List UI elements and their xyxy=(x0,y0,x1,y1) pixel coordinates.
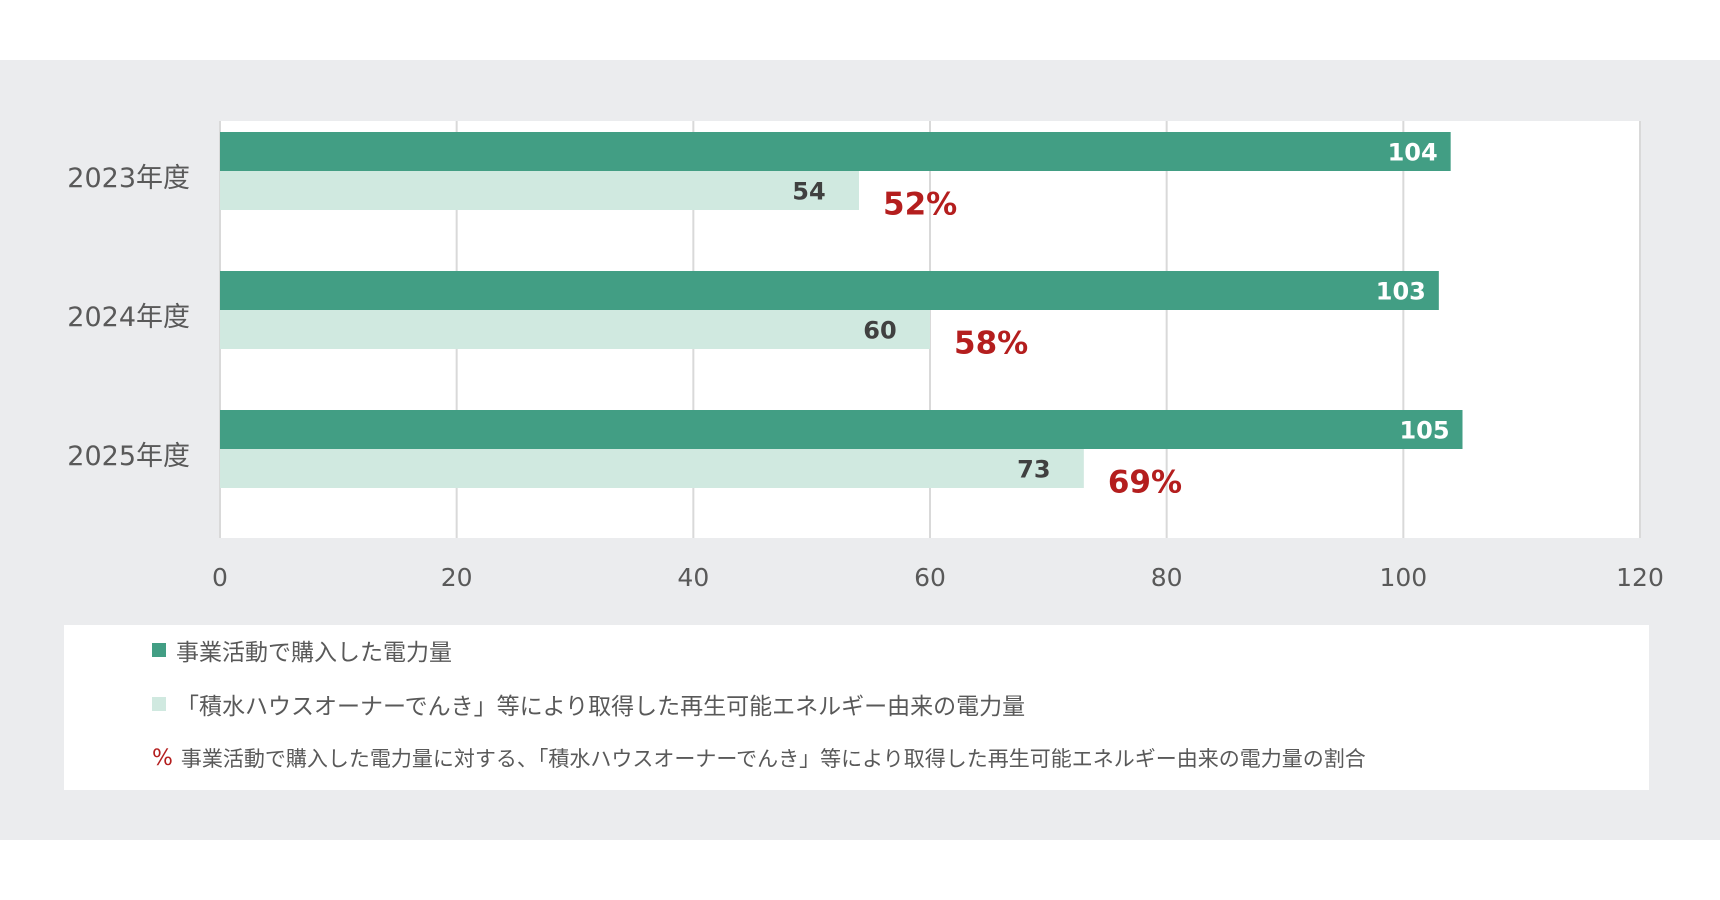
data-label-purchased-2: 105 xyxy=(1399,417,1449,445)
x-tick-label-60: 60 xyxy=(914,563,946,592)
x-tick-label-20: 20 xyxy=(441,563,473,592)
data-label-purchased-0: 104 xyxy=(1388,139,1438,167)
legend-label-renewable: 「積水ハウスオーナーでんき」等により取得した再生可能エネルギー由来の電力量 xyxy=(176,694,1026,720)
bar-renewable-1 xyxy=(220,310,930,349)
bar-renewable-0 xyxy=(220,171,859,210)
legend-swatch-purchased xyxy=(152,643,166,657)
data-label-purchased-1: 103 xyxy=(1376,278,1426,306)
legend-ratio-mark: % xyxy=(152,745,173,771)
category-label-2: 2025年度 xyxy=(67,441,190,472)
data-label-renewable-1: 60 xyxy=(863,317,896,345)
ratio-label-0: 52% xyxy=(883,187,957,223)
legend-item-renewable: 「積水ハウスオーナーでんき」等により取得した再生可能エネルギー由来の電力量 xyxy=(152,689,1026,720)
x-tick-label-120: 120 xyxy=(1616,563,1664,592)
bar-purchased-1 xyxy=(220,271,1439,310)
ratio-label-1: 58% xyxy=(954,326,1028,362)
category-label-1: 2024年度 xyxy=(67,302,190,333)
category-label-0: 2023年度 xyxy=(67,163,190,194)
bar-renewable-2 xyxy=(220,449,1084,488)
data-label-renewable-0: 54 xyxy=(792,178,825,206)
x-tick-label-100: 100 xyxy=(1379,563,1427,592)
x-tick-label-80: 80 xyxy=(1151,563,1183,592)
legend-swatch-renewable xyxy=(152,697,166,711)
legend-label-purchased: 事業活動で購入した電力量 xyxy=(176,640,452,666)
legend: 事業活動で購入した電力量 「積水ハウスオーナーでんき」等により取得した再生可能エ… xyxy=(64,625,1649,790)
legend-item-ratio: % 事業活動で購入した電力量に対する、「積水ハウスオーナーでんき」等により取得し… xyxy=(152,743,1366,773)
x-tick-label-40: 40 xyxy=(677,563,709,592)
x-tick-label-0: 0 xyxy=(212,563,228,592)
bar-purchased-0 xyxy=(220,132,1451,171)
legend-item-purchased: 事業活動で購入した電力量 xyxy=(152,635,452,666)
legend-label-ratio: 事業活動で購入した電力量に対する、「積水ハウスオーナーでんき」等により取得した再… xyxy=(180,747,1366,771)
ratio-label-2: 69% xyxy=(1108,465,1182,501)
data-label-renewable-2: 73 xyxy=(1017,456,1050,484)
bar-purchased-2 xyxy=(220,410,1463,449)
